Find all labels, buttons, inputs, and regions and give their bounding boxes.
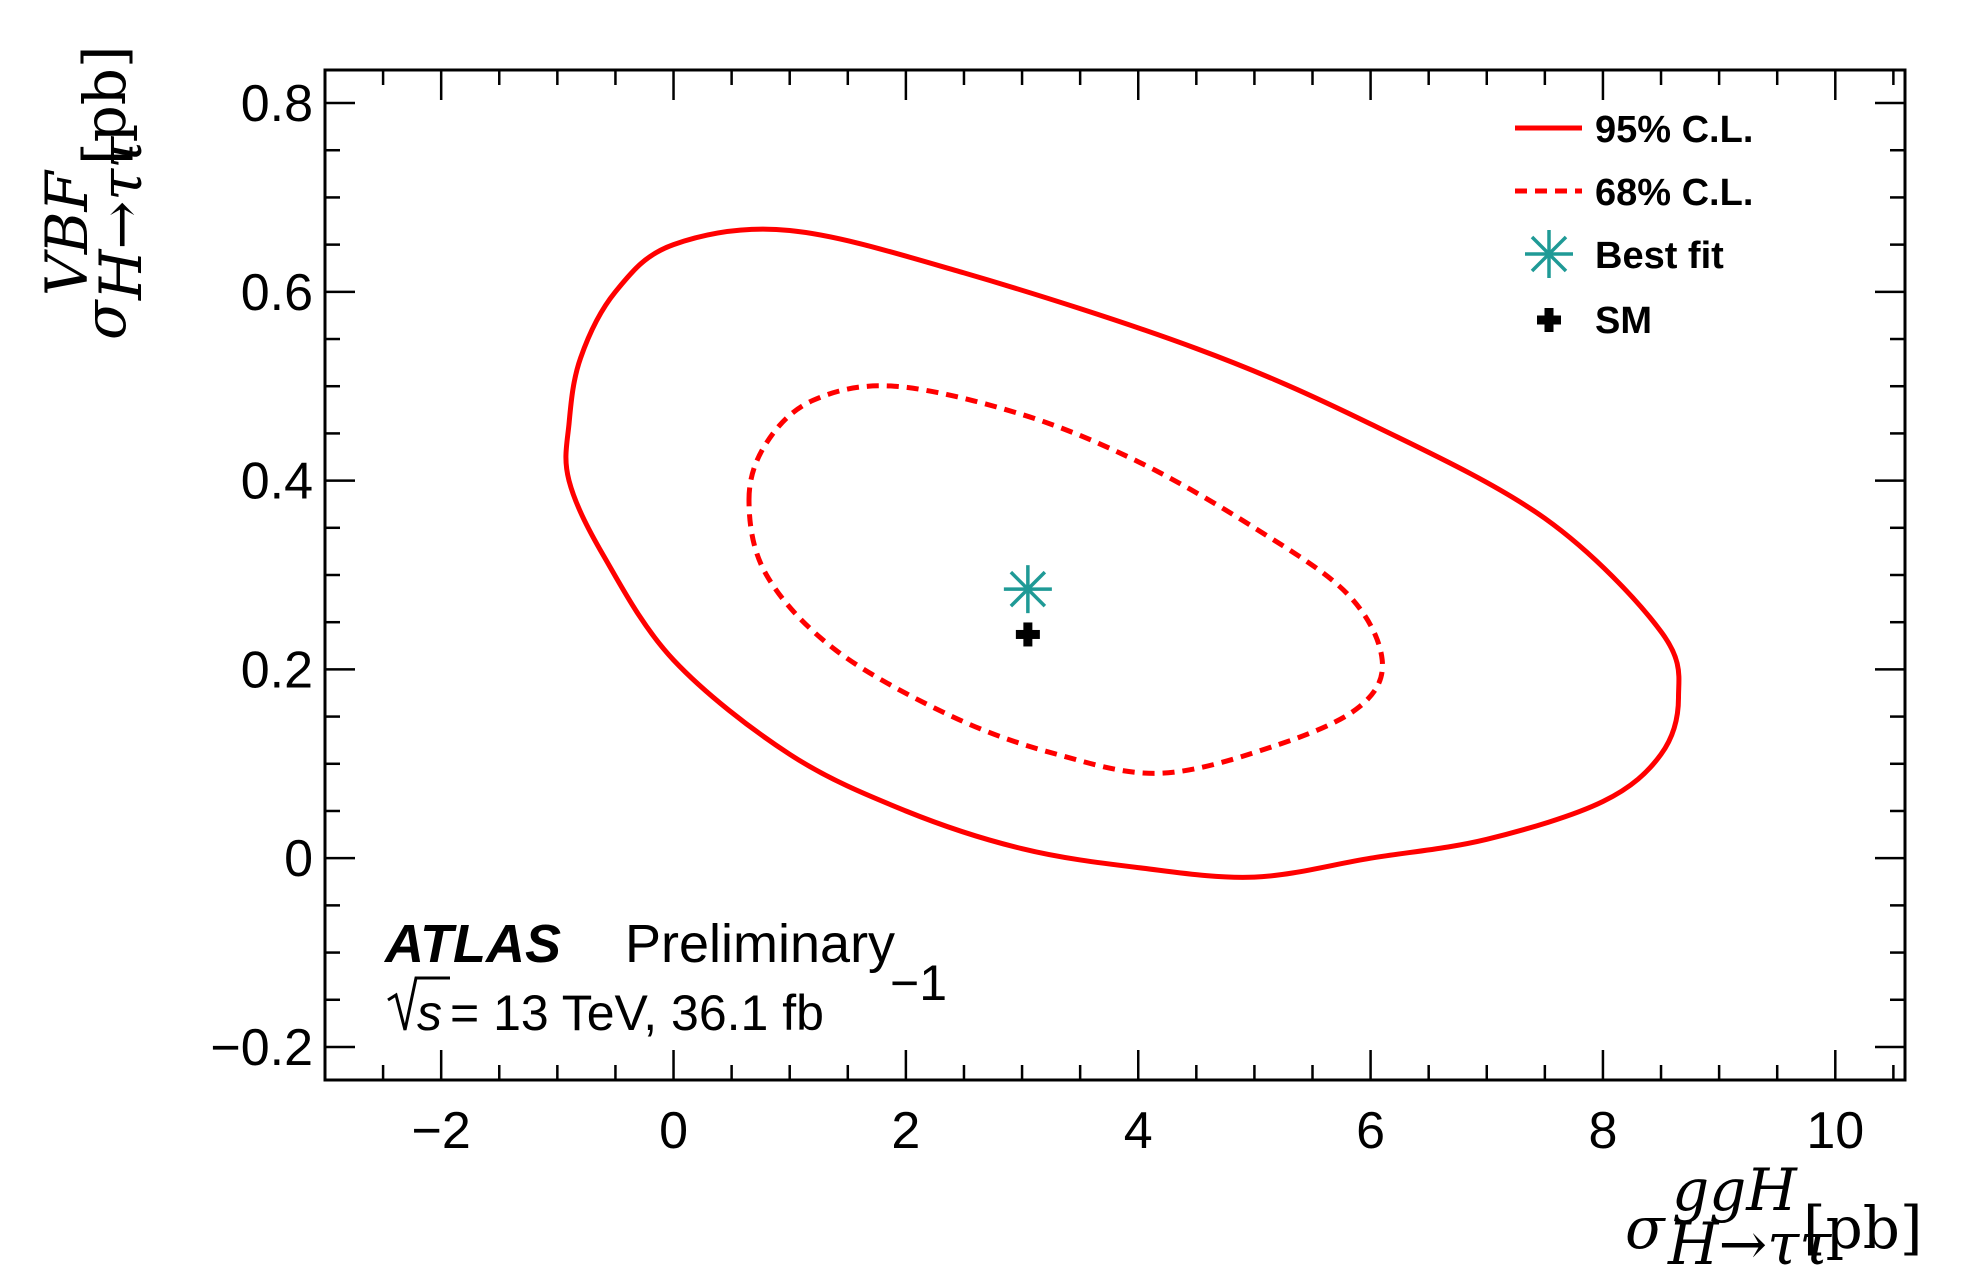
axis-ticks	[323, 70, 1905, 1080]
lumi-exponent-label: −1	[890, 955, 947, 1011]
sqrt-icon	[387, 976, 450, 1031]
x-tick-label: 8	[1588, 1102, 1617, 1160]
y-axis-sigma: σ	[71, 299, 139, 340]
energy-lumi-label: = 13 TeV, 36.1 fb	[450, 985, 824, 1041]
legend-label-95cl: 95% C.L.	[1595, 109, 1753, 151]
y-tick-label: 0.8	[241, 75, 313, 133]
y-tick-label: 0.6	[241, 264, 313, 322]
experiment-annotation: ATLAS Preliminary s = 13 TeV, 36.1 fb −1	[383, 914, 947, 1041]
y-tick-label: −0.2	[210, 1019, 313, 1077]
contour-68cl	[746, 383, 1385, 776]
legend: 95% C.L. 68% C.L. Best fit SM	[1515, 109, 1753, 342]
y-tick-label: 0.2	[241, 641, 313, 699]
x-tick-label: 2	[891, 1102, 920, 1160]
legend-asterisk-icon	[1525, 230, 1573, 278]
best-fit-marker	[1003, 565, 1052, 614]
y-tick-labels: −0.2 0 0.2 0.4 0.6 0.8	[210, 75, 313, 1077]
y-axis-unit: [pb]	[71, 45, 139, 165]
x-tick-label: −2	[412, 1102, 471, 1160]
x-tick-labels: −2 0 2 4 6 8 10	[412, 1102, 1865, 1160]
x-tick-label: 10	[1806, 1102, 1864, 1160]
y-axis-superscript: VBF	[33, 169, 101, 296]
x-tick-label: 0	[659, 1102, 688, 1160]
legend-label-best-fit: Best fit	[1595, 235, 1724, 277]
legend-label-sm: SM	[1595, 300, 1652, 342]
x-axis-subscript: H→ττ	[1667, 1210, 1832, 1274]
point-markers	[1003, 565, 1052, 647]
preliminary-label: Preliminary	[625, 914, 895, 974]
atlas-label: ATLAS	[383, 914, 561, 974]
x-axis-title: σ ggH H→ττ [pb]	[1625, 1156, 1923, 1274]
contour-95cl	[563, 226, 1682, 880]
sm-marker	[1015, 622, 1040, 647]
sqrt-s-label: s	[417, 985, 442, 1041]
plot-frame	[323, 68, 1907, 1082]
confidence-contours	[563, 226, 1682, 880]
x-axis-superscript: ggH	[1672, 1156, 1798, 1224]
legend-cross-icon	[1537, 308, 1561, 332]
x-axis-unit: [pb]	[1803, 1194, 1923, 1262]
x-tick-label: 4	[1124, 1102, 1153, 1160]
y-axis-subscript: H→ττ	[87, 136, 155, 301]
y-tick-label: 0	[284, 830, 313, 888]
legend-label-68cl: 68% C.L.	[1595, 172, 1753, 214]
x-axis-sigma: σ	[1625, 1194, 1666, 1262]
x-tick-label: 6	[1356, 1102, 1385, 1160]
y-tick-label: 0.4	[241, 453, 313, 511]
y-axis-title: σ VBF H→ττ [pb]	[33, 45, 155, 340]
